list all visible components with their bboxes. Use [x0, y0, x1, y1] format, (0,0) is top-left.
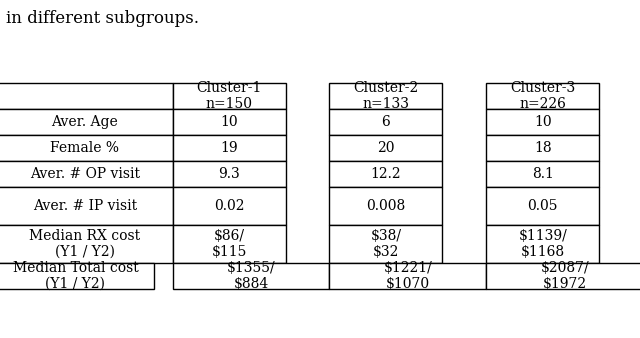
- Text: in different subgroups.: in different subgroups.: [6, 10, 200, 27]
